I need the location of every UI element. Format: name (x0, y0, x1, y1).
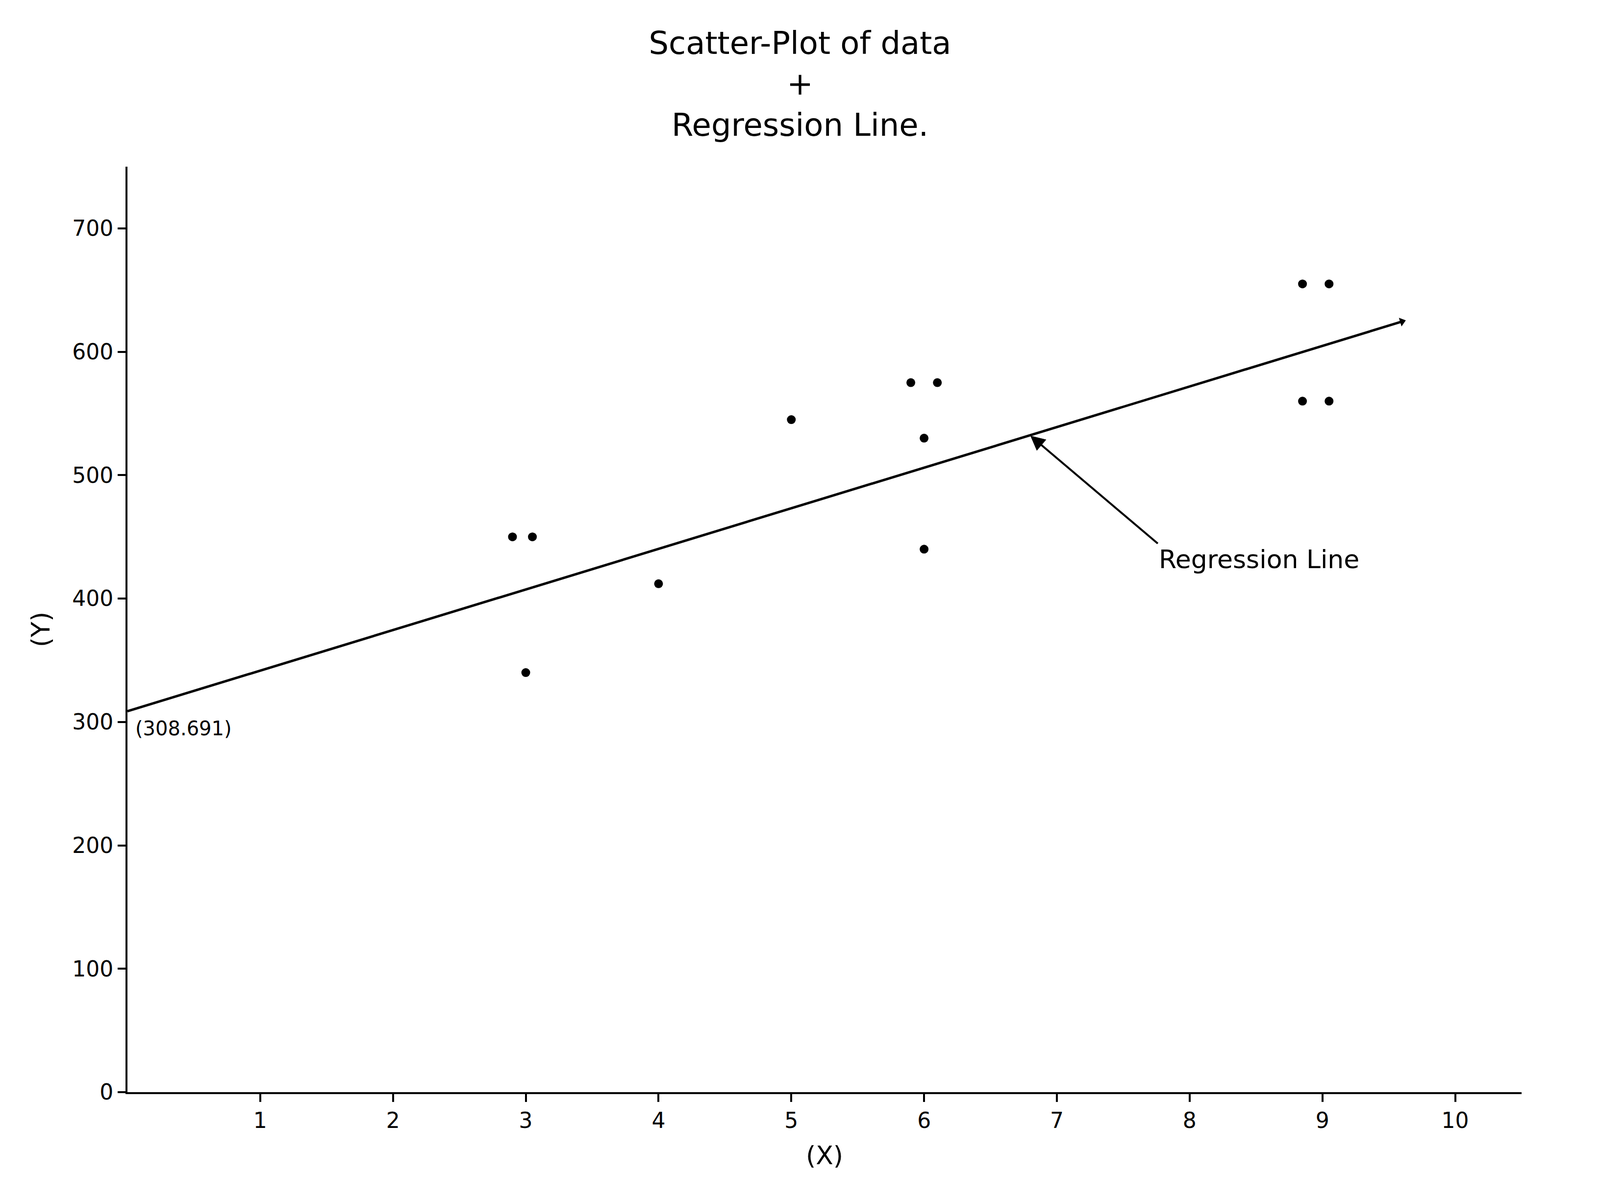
svg-text:700: 700 (72, 215, 114, 241)
svg-text:(Y): (Y) (25, 611, 56, 648)
svg-text:Regression Line: Regression Line (1158, 544, 1360, 575)
svg-text:1: 1 (253, 1107, 268, 1133)
svg-text:8: 8 (1182, 1107, 1197, 1133)
svg-text:200: 200 (72, 832, 114, 858)
svg-text:7: 7 (1050, 1107, 1064, 1133)
svg-text:400: 400 (72, 585, 114, 611)
svg-text:10: 10 (1441, 1107, 1470, 1133)
svg-text:(X): (X) (805, 1140, 844, 1171)
svg-text:300: 300 (72, 709, 114, 735)
svg-text:Scatter-Plot of data+Regressio: Scatter-Plot of data+Regression Line. (648, 25, 951, 143)
svg-text:9: 9 (1315, 1107, 1330, 1133)
svg-text:2: 2 (386, 1107, 400, 1133)
svg-text:5: 5 (784, 1107, 799, 1133)
svg-text:100: 100 (72, 956, 114, 982)
svg-text:600: 600 (72, 339, 114, 365)
svg-text:6: 6 (917, 1107, 931, 1133)
svg-text:(308.691): (308.691) (135, 717, 232, 740)
svg-text:0: 0 (99, 1079, 114, 1105)
svg-text:4: 4 (651, 1107, 666, 1133)
svg-text:500: 500 (72, 462, 114, 488)
svg-text:3: 3 (519, 1107, 533, 1133)
